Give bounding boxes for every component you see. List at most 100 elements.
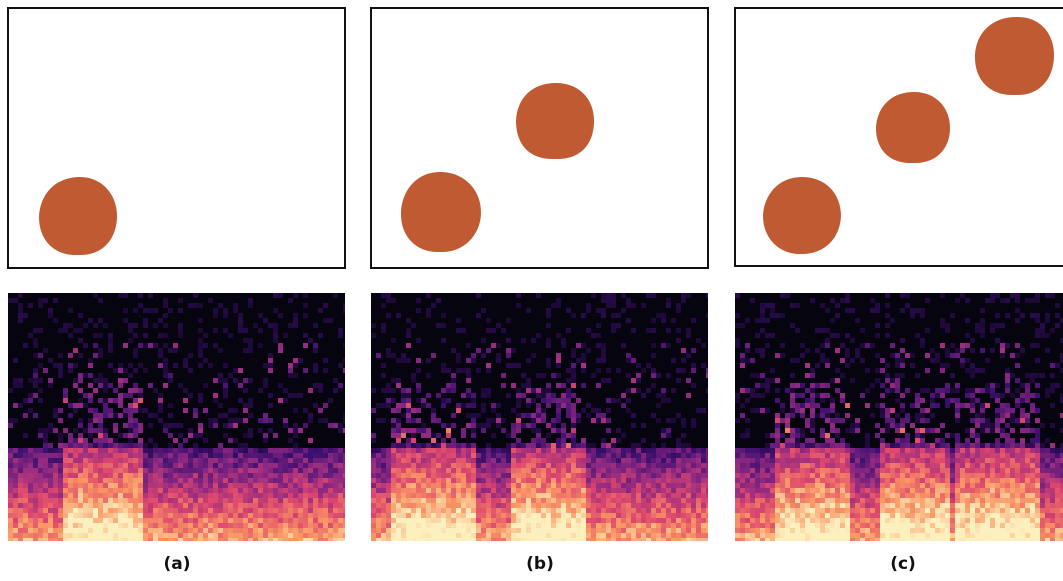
spectrogram-cell xyxy=(835,348,840,353)
spectrogram-cell xyxy=(840,503,845,508)
spectrogram-cell xyxy=(333,493,338,498)
spectrogram-cell xyxy=(840,473,845,478)
spectrogram-cell xyxy=(536,518,541,523)
spectrogram-cell xyxy=(53,488,58,493)
spectrogram-cell xyxy=(785,293,790,298)
spectrogram-cell xyxy=(915,513,920,518)
spectrogram-cell xyxy=(496,323,501,328)
spectrogram-cell xyxy=(328,503,333,508)
spectrogram-cell xyxy=(108,383,113,388)
spectrogram-cell xyxy=(446,503,451,508)
spectrogram-cell xyxy=(411,483,416,488)
spectrogram-cell xyxy=(855,458,860,463)
spectrogram-cell xyxy=(73,348,78,353)
spectrogram-cell xyxy=(706,488,708,493)
spectrogram-cell xyxy=(820,408,825,413)
spectrogram-cell xyxy=(491,343,496,348)
spectrogram-cell xyxy=(303,538,308,541)
spectrogram-cell xyxy=(576,533,581,538)
spectrogram-cell xyxy=(203,508,208,513)
spectrogram-cell xyxy=(436,468,441,473)
spectrogram-cell xyxy=(596,368,601,373)
spectrogram-cell xyxy=(661,538,666,541)
spectrogram-cell xyxy=(546,448,551,453)
spectrogram-cell xyxy=(491,468,496,473)
spectrogram-cell xyxy=(73,383,78,388)
spectrogram-cell xyxy=(233,523,238,528)
spectrogram-cell xyxy=(213,473,218,478)
spectrogram-cell xyxy=(795,408,800,413)
spectrogram-cell xyxy=(338,533,343,538)
spectrogram-cell xyxy=(626,408,631,413)
spectrogram-cell xyxy=(98,398,103,403)
spectrogram-cell xyxy=(391,408,396,413)
spectrogram-cell xyxy=(790,428,795,433)
spectrogram-cell xyxy=(601,293,606,298)
spectrogram-cell xyxy=(268,488,273,493)
spectrogram-cell xyxy=(855,528,860,533)
spectrogram-cell xyxy=(123,533,128,538)
spectrogram-cell xyxy=(461,458,466,463)
spectrogram-cell xyxy=(263,523,268,528)
spectrogram-cell xyxy=(343,498,345,503)
spectrogram-cell xyxy=(656,513,661,518)
spectrogram-cell xyxy=(93,508,98,513)
spectrogram-cell xyxy=(511,533,516,538)
spectrogram-cell xyxy=(765,433,770,438)
spectrogram-cell xyxy=(511,498,516,503)
spectrogram-cell xyxy=(735,493,740,498)
spectrogram-cell xyxy=(666,473,671,478)
spectrogram-cell xyxy=(860,468,865,473)
spectrogram-cell xyxy=(303,408,308,413)
spectrogram-cell xyxy=(855,538,860,541)
spectrogram-cell xyxy=(920,508,925,513)
spectrogram-cell xyxy=(446,473,451,478)
spectrogram-cell xyxy=(790,453,795,458)
spectrogram-cell xyxy=(88,528,93,533)
spectrogram-cell xyxy=(501,428,506,433)
spectrogram-cell xyxy=(656,313,661,318)
spectrogram-cell xyxy=(233,408,238,413)
spectrogram-cell xyxy=(601,458,606,463)
spectrogram-cell xyxy=(381,418,386,423)
spectrogram-cell xyxy=(491,458,496,463)
spectrogram-cell xyxy=(825,488,830,493)
spectrogram-cell xyxy=(905,493,910,498)
spectrogram-cell xyxy=(441,338,446,343)
spectrogram-cell xyxy=(681,448,686,453)
spectrogram-cell xyxy=(411,538,416,541)
spectrogram-cell xyxy=(835,508,840,513)
spectrogram-cell xyxy=(496,413,501,418)
spectrogram-cell xyxy=(531,483,536,488)
spectrogram-cell xyxy=(248,458,253,463)
spectrogram-cell xyxy=(33,353,38,358)
spectrogram-cell xyxy=(616,448,621,453)
spectrogram-cell xyxy=(815,328,820,333)
spectrogram-cell xyxy=(456,508,461,513)
spectrogram-cell xyxy=(810,498,815,503)
spectrogram-cell xyxy=(208,518,213,523)
spectrogram-cell xyxy=(840,523,845,528)
spectrogram-cell xyxy=(566,473,571,478)
spectrogram-cell xyxy=(661,533,666,538)
spectrogram-cell xyxy=(78,518,83,523)
spectrogram-cell xyxy=(501,503,506,508)
spectrogram-cell xyxy=(288,323,293,328)
spectrogram-cell xyxy=(855,518,860,523)
spectrogram-cell xyxy=(446,423,451,428)
spectrogram-cell xyxy=(945,448,950,453)
spectrogram-cell xyxy=(531,423,536,428)
spectrogram-cell xyxy=(755,393,760,398)
spectrogram-cell xyxy=(750,463,755,468)
spectrogram-cell xyxy=(456,453,461,458)
spectrogram-cell xyxy=(880,358,885,363)
spectrogram-cell xyxy=(935,458,940,463)
spectrogram-cell xyxy=(253,538,258,541)
spectrogram-cell xyxy=(745,533,750,538)
spectrogram-cell xyxy=(910,508,915,513)
spectrogram-cell xyxy=(586,328,591,333)
spectrogram-cell xyxy=(775,503,780,508)
spectrogram-cell xyxy=(58,438,63,443)
spectrogram-cell xyxy=(561,343,566,348)
spectrogram-cell xyxy=(48,523,53,528)
